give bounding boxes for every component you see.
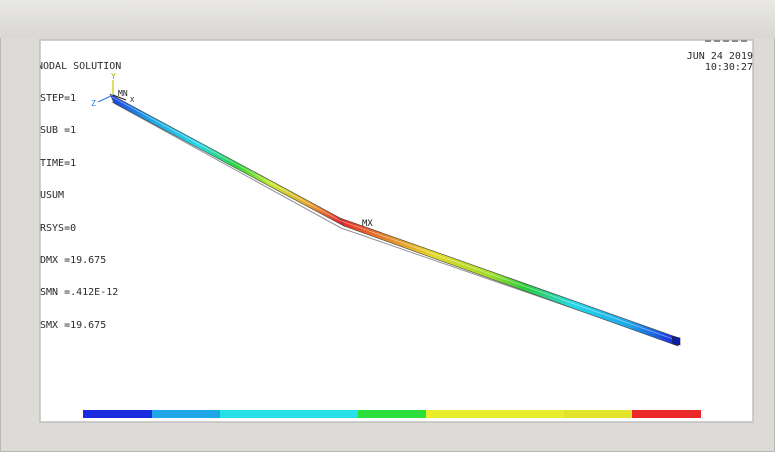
- beam-highlight: [111, 96, 677, 341]
- coordinate-triad: Y Z MN X: [91, 72, 135, 108]
- triad-z-axis: [97, 94, 114, 103]
- info-smn: SMN =.412E-12: [40, 287, 119, 299]
- info-rsys: RSYS=0: [40, 222, 77, 234]
- beam-segment-right: [339, 217, 679, 347]
- info-step: STEP=1: [40, 92, 77, 104]
- legend-swatch-4: [289, 410, 358, 418]
- legend-swatch-1: [83, 410, 152, 418]
- legend-swatch-9: [632, 410, 702, 418]
- info-sub: SUB =1: [40, 125, 77, 137]
- timestamp: JUN 24 2019 10:30:27: [687, 51, 753, 73]
- window-control-dashes: [705, 40, 747, 45]
- deformed-beam-plot[interactable]: MX Y Z MN X: [40, 40, 753, 422]
- legend-swatch-5: [357, 410, 427, 418]
- legend-swatch-8: [563, 410, 633, 418]
- info-time: TIME=1: [40, 157, 77, 169]
- min-node-label: MN: [118, 89, 128, 98]
- triad-z-label: Z: [91, 99, 96, 108]
- legend-swatch-2: [151, 410, 221, 418]
- timestamp-time: 10:30:27: [704, 62, 753, 73]
- solution-title: NODAL SOLUTION: [40, 60, 122, 72]
- info-dmx: DMX =19.675: [40, 254, 107, 266]
- info-smx: SMX =19.675: [40, 319, 107, 331]
- legend-swatch-6: [426, 410, 496, 418]
- beam-end-cap: [671, 335, 681, 346]
- graphics-viewport[interactable]: NODAL SOLUTION STEP=1 SUB =1 TIME=1 USUM…: [40, 40, 753, 422]
- frame-top-region: [0, 0, 775, 38]
- contour-legend-bar: [83, 410, 702, 418]
- triad-x-axis: [112, 94, 127, 101]
- solution-info-block: NODAL SOLUTION STEP=1 SUB =1 TIME=1 USUM…: [40, 40, 121, 353]
- triad-x-label: X: [130, 96, 135, 104]
- triad-y-label: Y: [111, 72, 116, 81]
- legend-swatch-7: [495, 410, 564, 418]
- max-marker-label: MX: [362, 219, 373, 229]
- beam-segment-left: [109, 93, 345, 227]
- legend-swatch-3: [220, 410, 290, 418]
- info-result-item: USUM: [40, 190, 65, 202]
- timestamp-date: JUN 24 2019: [686, 51, 753, 62]
